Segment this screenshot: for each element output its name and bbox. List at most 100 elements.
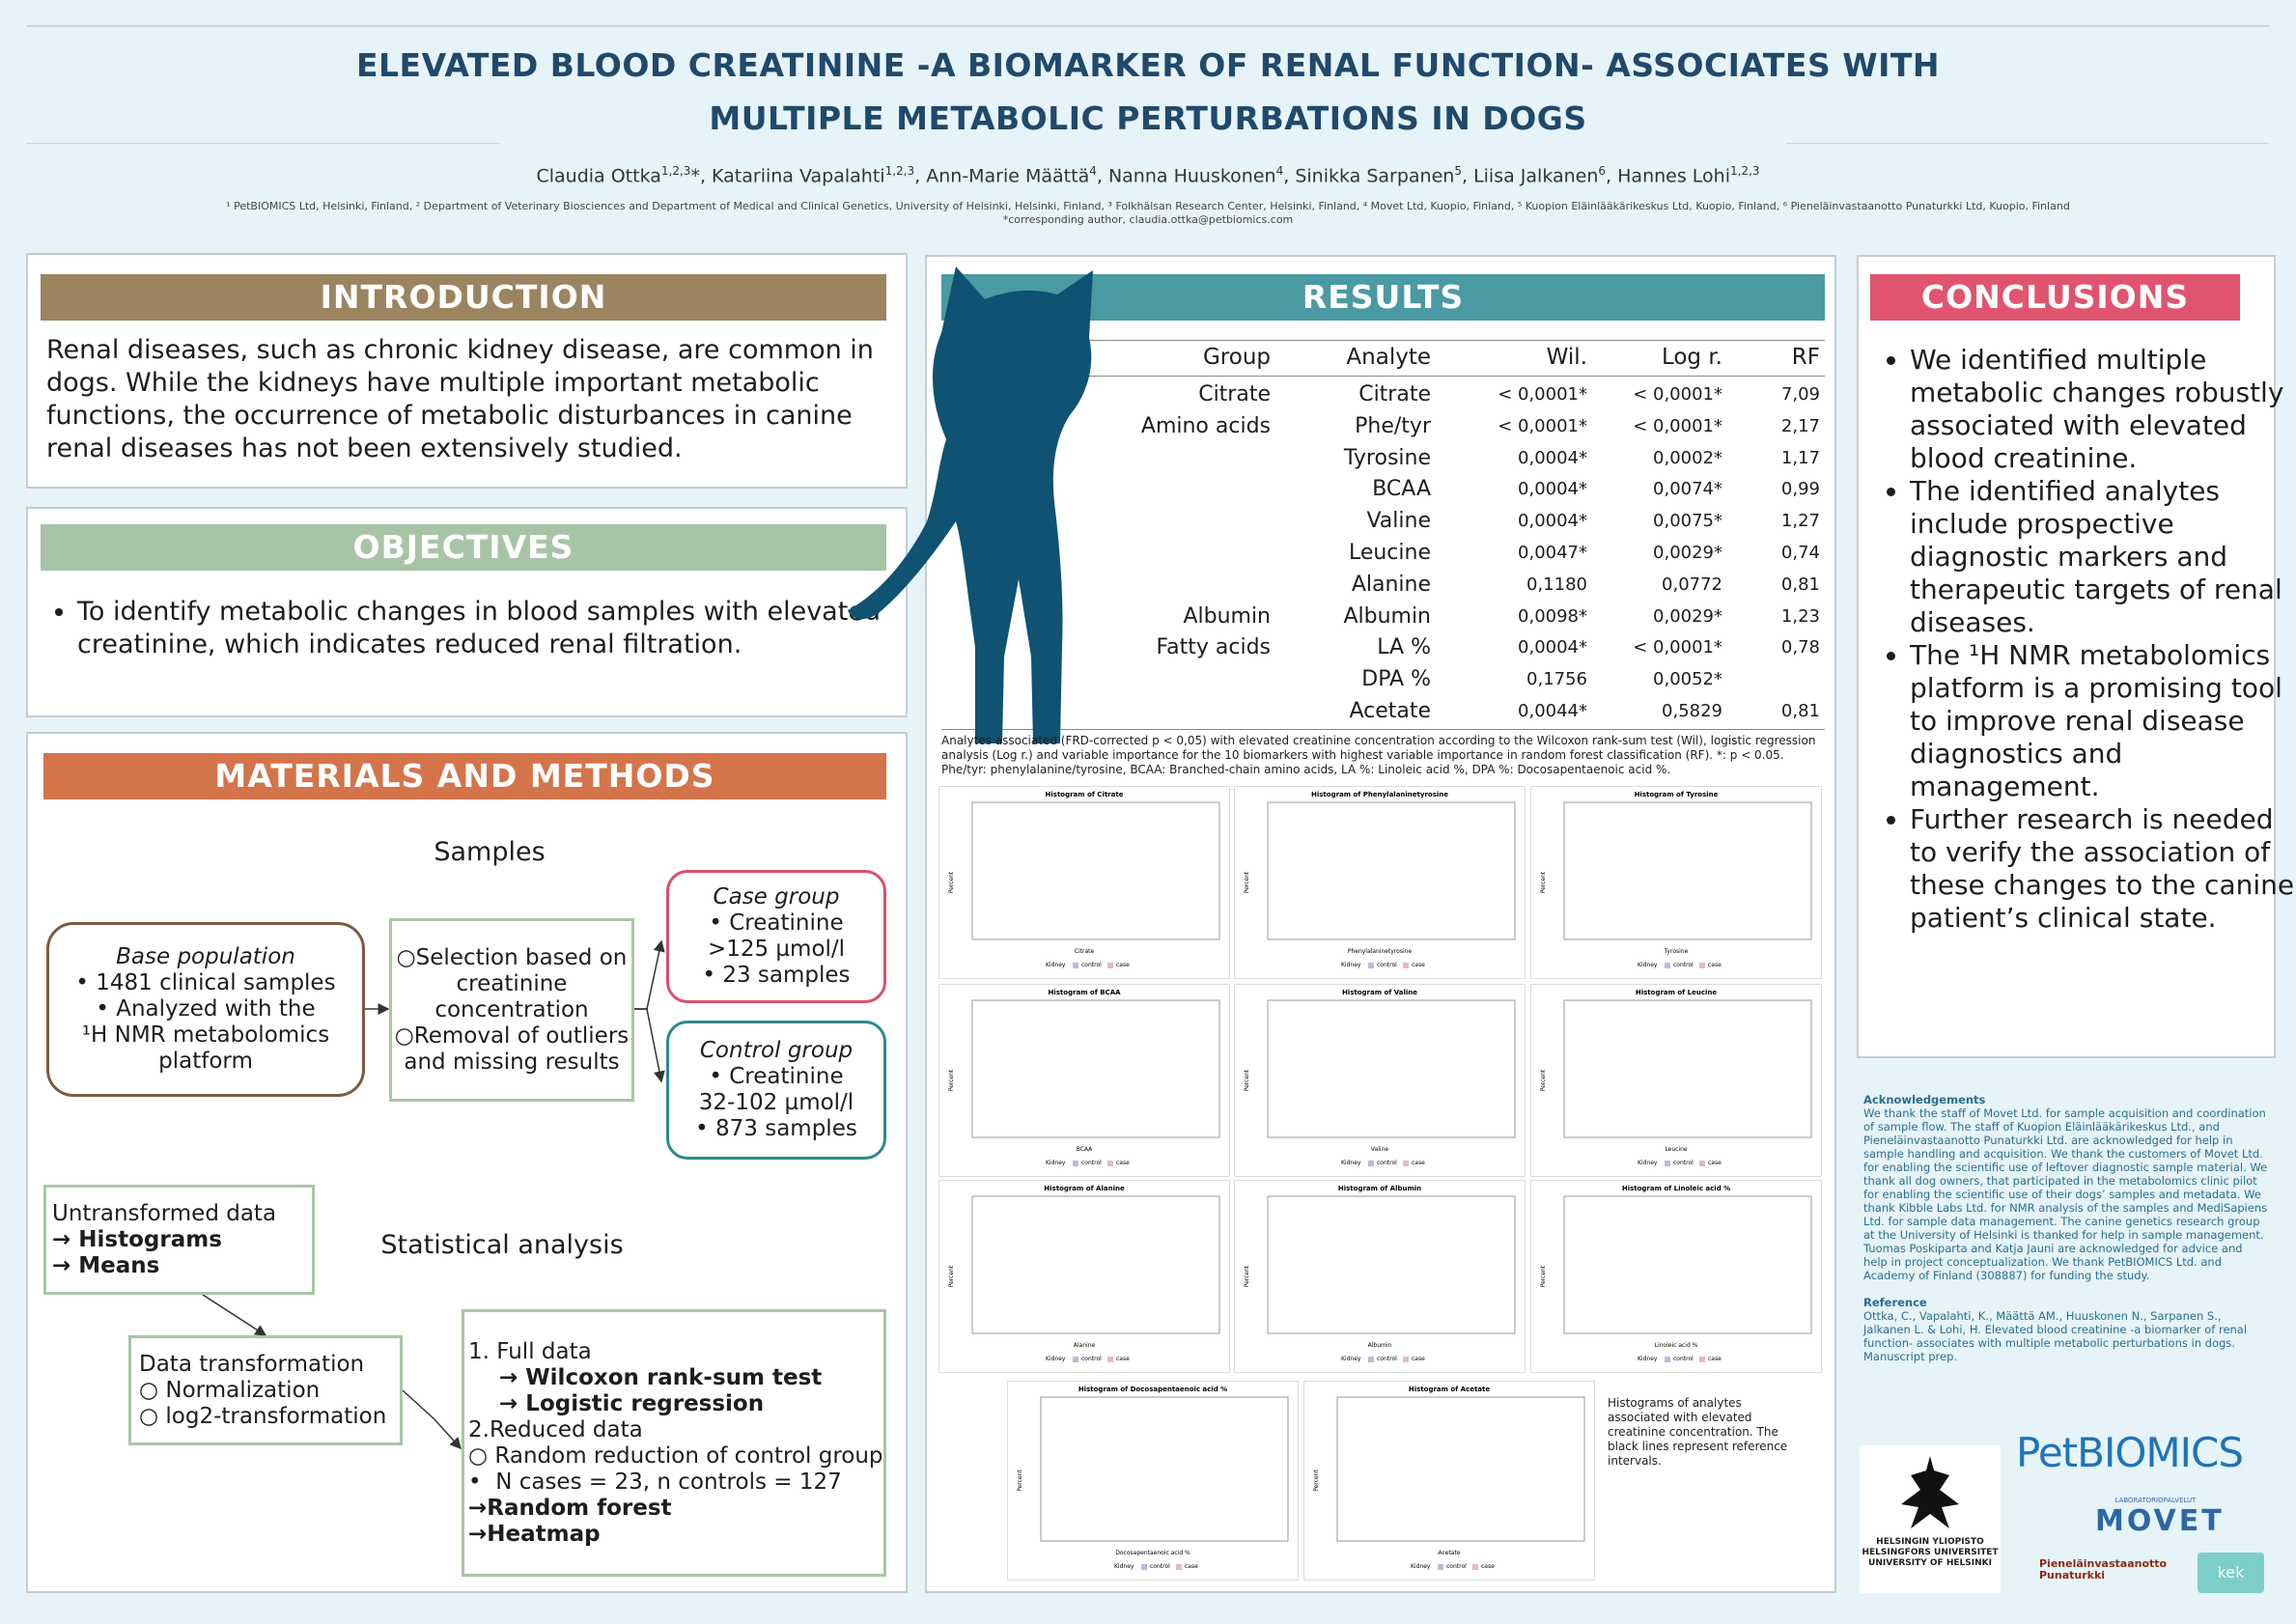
- table-cell: Tyrosine: [1343, 445, 1431, 470]
- histogram-title: Histogram of Acetate: [1409, 1386, 1491, 1393]
- legend-swatch: [1699, 1161, 1705, 1166]
- legend-swatch: [1368, 1161, 1374, 1166]
- legend-label: control: [1081, 962, 1102, 968]
- line: >125 µmol/l: [707, 937, 846, 962]
- helsinki-emblem: [1901, 1456, 1959, 1528]
- legend-label: case: [1481, 1563, 1495, 1570]
- author-sup: 4: [1089, 164, 1097, 178]
- line: and missing results: [404, 1049, 620, 1075]
- author-sup: 5: [1454, 164, 1462, 178]
- histogram-title: Histogram of BCAA: [1048, 989, 1121, 996]
- line: • N cases = 23, n controls = 127: [468, 1469, 842, 1495]
- table-cell: 0,0772: [1662, 574, 1722, 595]
- histogram: Histogram of Alanine Alanine Percent Kidney…: [938, 1180, 1230, 1373]
- lines: ○Selection based on creatinine concentrati…: [392, 945, 631, 1076]
- section-heading: CONCLUSIONS: [1870, 274, 2240, 321]
- histogram: Histogram of Leucine Leucine Percent Kidney…: [1530, 984, 1822, 1177]
- case-box: Case group • Creatinine >125 µmol/l • 23 sa…: [666, 870, 886, 1003]
- author-name: Ann-Marie Määttä: [926, 165, 1090, 187]
- table-cell: 0,78: [1780, 637, 1820, 658]
- arrow: [634, 1008, 665, 1083]
- author-sup: 1,2,3: [884, 164, 915, 178]
- legend-swatch: [1665, 1357, 1670, 1362]
- arrow: [634, 939, 665, 1010]
- legend-swatch: [1107, 1357, 1113, 1362]
- line: • 23 samples: [702, 963, 851, 988]
- legend-label: case: [1412, 1356, 1425, 1362]
- histogram-title: Histogram of Docosapentaenoic acid %: [1078, 1386, 1227, 1393]
- histogram-ylabel: Percent: [1244, 1069, 1250, 1091]
- histogram-caption: Histograms of analytes associated with e…: [1608, 1396, 1788, 1468]
- author-name: Sinikka Sarpanen: [1295, 165, 1455, 187]
- legend-label: case: [1708, 1160, 1722, 1166]
- histogram-title: Histogram of Tyrosine: [1635, 791, 1719, 798]
- table-cell: 0,0004*: [1518, 479, 1587, 500]
- legend-title: Kidney: [1341, 1160, 1361, 1166]
- plot-frame: [1563, 999, 1812, 1138]
- legend-swatch: [1073, 963, 1078, 968]
- table-cell: 0,1180: [1526, 574, 1587, 595]
- lines: Data transformation ○ Normalization ○ log2…: [139, 1352, 400, 1430]
- movet-logo: MOVET: [2095, 1504, 2225, 1538]
- line: 32-102 µmol/l: [698, 1090, 854, 1115]
- plot-frame: [1267, 999, 1516, 1138]
- table-cell: < 0,0001*: [1498, 415, 1587, 436]
- column-header: Wil.: [1546, 345, 1587, 370]
- line: • Creatinine: [709, 1064, 844, 1089]
- plot-frame: [1267, 801, 1516, 940]
- line: Untransformed data: [52, 1200, 277, 1226]
- legend-swatch: [1699, 963, 1705, 968]
- histogram: Histogram of Acetate Acetate Percent Kidney…: [1303, 1381, 1595, 1581]
- affiliations: ¹ PetBIOMICS Ltd, Helsinki, Finland, ² D…: [226, 200, 2070, 212]
- dog: [848, 266, 1093, 743]
- legend-title: Kidney: [1046, 962, 1066, 968]
- line: ○Removal of outliers: [394, 1022, 630, 1049]
- author-name: Hannes Lohi: [1617, 165, 1730, 187]
- table-caption: Analytes associated (FRD-corrected p < 0…: [941, 734, 1816, 776]
- table-cell: 0,99: [1780, 479, 1820, 500]
- intro-text: Renal diseases, such as chronic kidney d…: [46, 335, 874, 463]
- title-line: MULTIPLE METABOLIC PERTURBATIONS IN DOGS: [709, 99, 1587, 137]
- table-cell: 0,0004*: [1518, 637, 1587, 658]
- table-cell: Leucine: [1348, 541, 1431, 565]
- histogram-ylabel: Percent: [1017, 1470, 1023, 1492]
- plot-frame: [1267, 1195, 1516, 1334]
- histogram-ylabel: Percent: [1540, 871, 1547, 893]
- line: UNIVERSITY OF HELSINKI: [1868, 1558, 1992, 1568]
- legend-swatch: [1438, 1564, 1443, 1570]
- histogram: Histogram of Phenylalaninetyrosine Phenyl…: [1234, 786, 1526, 979]
- legend-label: control: [1377, 1356, 1397, 1362]
- helsinki-lines: HELSINGIN YLIOPISTO HELSINGFORS UNIVERSIT…: [1860, 1537, 2001, 1569]
- histogram-title: Histogram of Leucine: [1636, 989, 1718, 996]
- legend-title: Kidney: [1638, 1356, 1658, 1362]
- histogram-xlabel: Linoleic acid %: [1655, 1342, 1698, 1349]
- list-item: Further research is needed to verify the…: [1910, 803, 2296, 935]
- acknowledgements: Acknowledgements We thank the staff of Mo…: [1863, 1093, 2269, 1363]
- table-cell: 0,81: [1780, 574, 1820, 595]
- table-cell: < 0,0001*: [1633, 415, 1722, 436]
- list-item: The identified analytes include prospect…: [1910, 475, 2296, 639]
- author-name: Liisa Jalkanen: [1473, 165, 1599, 187]
- histogram-title: Histogram of Valine: [1342, 989, 1417, 996]
- legend-swatch: [1368, 963, 1374, 968]
- table-cell: 0,0029*: [1653, 605, 1722, 627]
- histogram-ylabel: Percent: [948, 1069, 955, 1091]
- base-box: Base population • 1481 clinical samples • …: [46, 922, 365, 1097]
- legend-swatch: [1665, 963, 1670, 968]
- table-cell: Citrate: [1198, 382, 1271, 406]
- box-title: Control group: [699, 1038, 854, 1063]
- selection-box: ○Selection based on creatinine concentrati…: [389, 918, 634, 1102]
- histogram-title: Histogram of Linoleic acid %: [1622, 1185, 1730, 1192]
- legend-title: Kidney: [1046, 1356, 1066, 1362]
- line: ¹H NMR metabolomics: [81, 1022, 330, 1048]
- legend-label: control: [1081, 1160, 1102, 1166]
- column-header: Group: [1202, 345, 1271, 370]
- flow-arrows: [202, 939, 665, 1450]
- legend-swatch: [1368, 1357, 1374, 1362]
- section-heading: MATERIALS AND METHODS: [43, 753, 886, 799]
- line: HELSINGIN YLIOPISTO: [1876, 1537, 1984, 1547]
- table-cell: 0,1756: [1526, 669, 1587, 690]
- histogram-ylabel: Percent: [948, 1265, 955, 1287]
- plot-frame: [971, 1195, 1220, 1334]
- section-heading: OBJECTIVES: [41, 524, 886, 571]
